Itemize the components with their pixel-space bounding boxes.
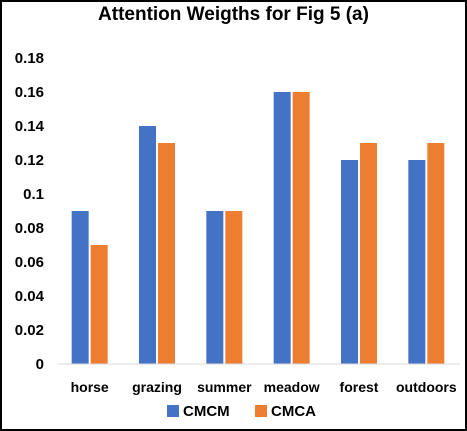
- bar-cmcm-horse: [71, 211, 89, 364]
- y-tick-label: 0.06: [15, 254, 44, 271]
- chart-title: Attention Weigths for Fig 5 (a): [98, 4, 369, 25]
- y-tick-label: 0.14: [15, 118, 45, 135]
- bar-cmcm-summer: [206, 211, 224, 364]
- x-tick-label-summer: summer: [197, 379, 252, 395]
- x-tick-label-horse: horse: [71, 379, 109, 395]
- y-tick-label: 0.16: [15, 84, 44, 101]
- legend-label-cmca: CMCA: [271, 403, 316, 420]
- legend-label-cmcm: CMCM: [183, 403, 230, 420]
- bar-cmcm-grazing: [139, 126, 156, 364]
- y-tick-label: 0.08: [15, 220, 44, 237]
- bar-cmca-horse: [90, 245, 108, 364]
- x-tick-label-forest: forest: [340, 379, 379, 395]
- y-tick-label: 0.02: [15, 322, 44, 339]
- bar-cmcm-forest: [341, 160, 358, 364]
- y-tick-label: 0.1: [23, 186, 44, 203]
- legend-swatch-cmcm: [167, 405, 179, 417]
- y-tick-label: 0: [36, 356, 44, 373]
- bar-cmcm-meadow: [273, 92, 291, 364]
- bar-cmca-forest: [360, 143, 377, 364]
- y-tick-label: 0.04: [15, 288, 45, 305]
- x-tick-label-outdoors: outdoors: [396, 379, 457, 395]
- legend-swatch-cmca: [255, 405, 267, 417]
- y-tick-label: 0.12: [15, 152, 44, 169]
- bar-cmcm-outdoors: [408, 160, 426, 364]
- bar-cmca-outdoors: [427, 143, 445, 364]
- x-tick-label-grazing: grazing: [132, 379, 182, 395]
- bar-cmca-meadow: [292, 92, 310, 364]
- bar-cmca-summer: [225, 211, 243, 364]
- y-tick-label: 0.18: [15, 50, 44, 67]
- bar-cmca-grazing: [158, 143, 175, 364]
- x-tick-label-meadow: meadow: [264, 379, 320, 395]
